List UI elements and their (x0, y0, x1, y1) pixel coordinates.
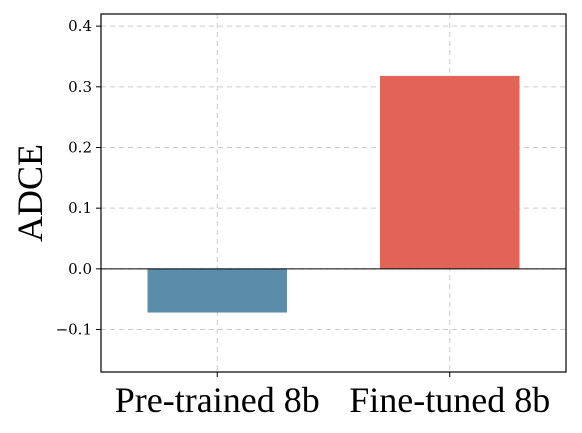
bar-1 (380, 75, 520, 269)
y-tick-label-1: 0.0 (68, 260, 92, 278)
plot-frame (100, 13, 567, 373)
y-tick-label-4: 0.3 (68, 78, 92, 96)
y-tick-label-3: 0.2 (68, 138, 92, 156)
y-tick-label-2: 0.1 (68, 199, 92, 217)
y-tick-label-0: −0.1 (56, 321, 92, 339)
y-tick-label-5: 0.4 (68, 17, 92, 35)
x-tick-label-0: Pre-trained 8b (115, 380, 320, 420)
bars-layer (147, 75, 520, 313)
x-axis: Pre-trained 8b Fine-tuned 8b (115, 372, 550, 420)
x-tick-label-1: Fine-tuned 8b (349, 380, 550, 420)
bar-0 (147, 268, 287, 313)
y-axis-title: ADCE (10, 144, 50, 242)
y-axis: −0.1 0.0 0.1 0.2 0.3 0.4 (56, 17, 101, 339)
